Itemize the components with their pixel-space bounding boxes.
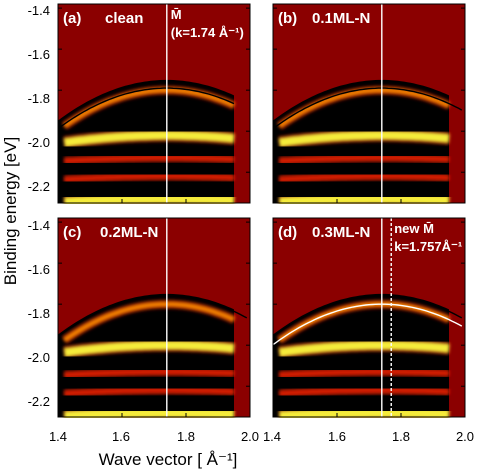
panel-title: 0.2ML-N [100,224,158,241]
panel: (d) 0.3ML-N new M̄ k=1.757Å⁻¹ [272,217,466,423]
fit-curve [272,295,463,338]
band [279,369,450,378]
fit-curve [57,87,235,130]
panel-title: 0.1ML-N [312,10,370,27]
x-tick-label: 1.4 [49,429,67,444]
band [64,407,235,421]
panel-title: 0.3ML-N [312,224,370,241]
band [279,173,450,182]
band [279,193,450,207]
panel: (a) clean M̄ (k=1.74 Å⁻¹) [57,3,251,209]
fit-curve [272,303,463,346]
x-axis-right: 1.4 1.6 1.8 2.0 [263,429,474,444]
band [279,407,450,421]
y-axis-title: Binding energy [eV] [1,137,20,285]
x-tick-label: 2.0 [241,429,259,444]
panel-label: (d) [278,224,297,241]
x-tick-label: 1.6 [112,429,130,444]
band [277,87,451,129]
band [278,130,450,148]
band [63,130,235,148]
y-axis-top: -1.4 -1.6 -1.8 -2.0 -2.2 [28,3,50,194]
m-point-annotation: (k=1.74 Å⁻¹) [171,25,244,40]
panel-label: (b) [278,10,297,27]
panel-frame [272,3,466,204]
y-tick-label: -2.2 [28,394,50,409]
panel-frame [57,3,251,204]
panel-title: clean [105,10,143,27]
y-tick-label: -1.6 [28,262,50,277]
panel-frame [57,217,251,418]
band [64,193,235,207]
panel: (b) 0.1ML-N [272,3,466,209]
y-tick-label: -1.8 [28,91,50,106]
y-tick-label: -2.2 [28,179,50,194]
y-tick-label: -1.8 [28,306,50,321]
panels: (a) clean M̄ (k=1.74 Å⁻¹) (b) 0.1ML-N (c) 0.2ML… [57,3,466,423]
y-tick-label: -1.4 [28,3,50,18]
m-point-annotation: new M̄ [394,221,434,236]
x-axis-left: 1.4 1.6 1.8 2.0 [49,429,259,444]
y-tick-label: -2.0 [28,135,50,150]
panel-frame [272,217,466,418]
x-tick-label: 1.8 [177,429,195,444]
fit-curve [272,87,463,130]
band [64,155,235,164]
y-axis-bottom: -1.4 -1.6 -1.8 -2.0 -2.2 [28,218,50,409]
fit-curve [57,295,248,338]
m-point-annotation: k=1.757Å⁻¹ [394,239,462,254]
x-tick-label: 1.6 [328,429,346,444]
m-point-annotation: M̄ [171,7,182,22]
band [62,301,236,343]
band [279,155,450,164]
panel: (c) 0.2ML-N [57,217,251,423]
panel-label: (c) [63,224,81,241]
x-axis-title: Wave vector [ Å⁻¹] [99,450,238,469]
y-tick-label: -1.4 [28,218,50,233]
band [64,369,235,378]
y-tick-label: -1.6 [28,47,50,62]
band [279,387,450,396]
band [64,173,235,182]
band [64,387,235,396]
y-tick-label: -2.0 [28,350,50,365]
panel-label: (a) [63,10,81,27]
x-tick-label: 2.0 [456,429,474,444]
x-tick-label: 1.8 [392,429,410,444]
band [63,340,235,357]
band [62,87,236,129]
band [278,340,450,357]
x-tick-label: 1.4 [263,429,281,444]
